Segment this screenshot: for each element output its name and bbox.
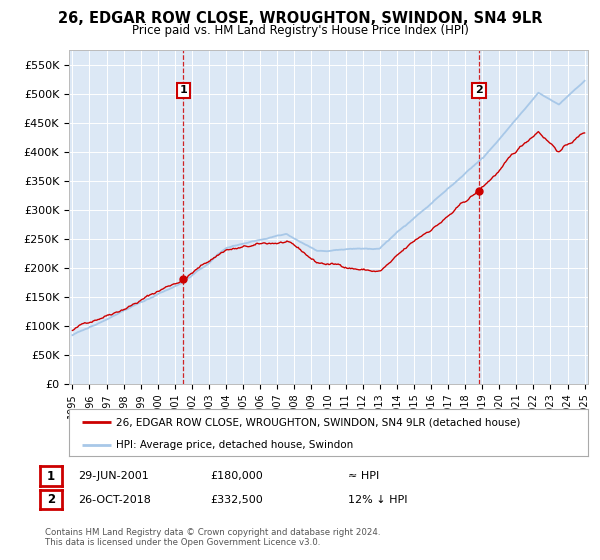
Text: 26-OCT-2018: 26-OCT-2018 <box>78 494 151 505</box>
Text: 26, EDGAR ROW CLOSE, WROUGHTON, SWINDON, SN4 9LR: 26, EDGAR ROW CLOSE, WROUGHTON, SWINDON,… <box>58 11 542 26</box>
Text: 1: 1 <box>47 469 55 483</box>
Text: 2: 2 <box>47 493 55 506</box>
Text: 12% ↓ HPI: 12% ↓ HPI <box>348 494 407 505</box>
Text: HPI: Average price, detached house, Swindon: HPI: Average price, detached house, Swin… <box>116 440 353 450</box>
Text: £180,000: £180,000 <box>210 471 263 481</box>
Text: 2: 2 <box>475 85 483 95</box>
Text: £332,500: £332,500 <box>210 494 263 505</box>
Text: 1: 1 <box>179 85 187 95</box>
Text: ≈ HPI: ≈ HPI <box>348 471 379 481</box>
Text: Price paid vs. HM Land Registry's House Price Index (HPI): Price paid vs. HM Land Registry's House … <box>131 24 469 36</box>
Text: Contains HM Land Registry data © Crown copyright and database right 2024.
This d: Contains HM Land Registry data © Crown c… <box>45 528 380 547</box>
Text: 29-JUN-2001: 29-JUN-2001 <box>78 471 149 481</box>
Text: 26, EDGAR ROW CLOSE, WROUGHTON, SWINDON, SN4 9LR (detached house): 26, EDGAR ROW CLOSE, WROUGHTON, SWINDON,… <box>116 417 520 427</box>
